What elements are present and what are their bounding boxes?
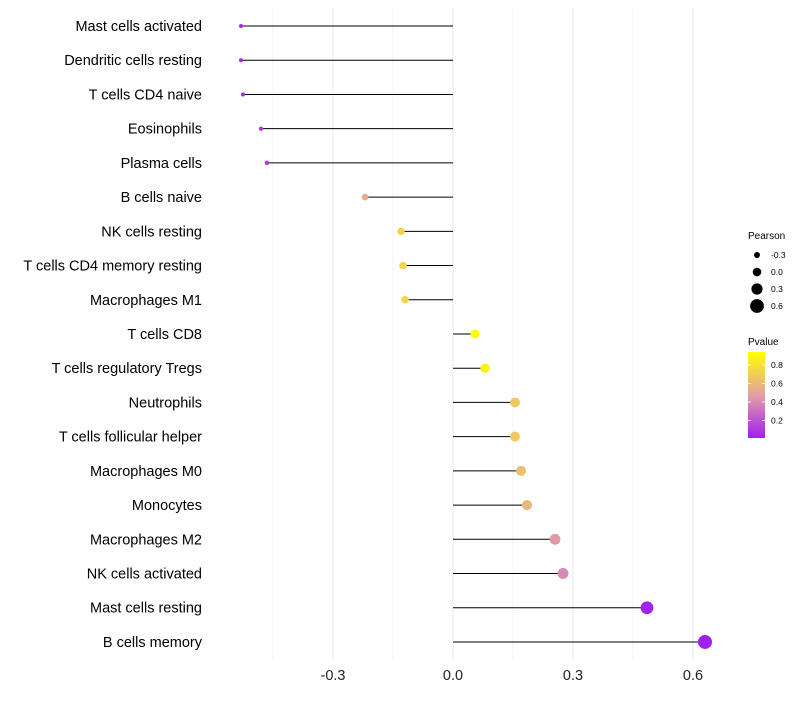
point-layer: [239, 24, 712, 649]
y-tick-label: NK cells resting: [101, 224, 202, 240]
lollipop-point: [470, 329, 480, 339]
legend-size-key: [754, 252, 760, 258]
lollipop-point: [258, 126, 264, 131]
y-tick-label: Macrophages M0: [90, 464, 202, 480]
x-axis-ticks: -0.3 0.0 0.3 0.6: [321, 668, 704, 684]
y-tick-label: Neutrophils: [129, 395, 202, 411]
legend-pvalue: Pvalue 0.8 0.6 0.4 0.2: [748, 337, 783, 438]
y-tick-label: Plasma cells: [121, 156, 202, 172]
y-tick-label: B cells memory: [103, 635, 203, 651]
lollipop-point: [521, 499, 533, 511]
y-tick-label: Macrophages M1: [90, 293, 202, 309]
y-axis-labels: Mast cells activated Dendritic cells rest…: [23, 19, 202, 651]
lollipop-point: [480, 363, 490, 373]
y-tick-label: T cells CD4 memory resting: [23, 259, 202, 275]
colorbar-label: 0.4: [771, 397, 783, 407]
lollipop-point: [239, 58, 243, 63]
x-tick-label: -0.3: [321, 668, 346, 684]
y-tick-label: NK cells activated: [87, 567, 202, 583]
lollipop-point: [510, 397, 520, 408]
y-tick-label: Monocytes: [132, 498, 202, 514]
colorbar-label: 0.2: [771, 415, 783, 425]
y-tick-label: Eosinophils: [128, 122, 202, 138]
y-tick-label: T cells follicular helper: [59, 430, 202, 446]
lollipop-point: [557, 568, 569, 579]
legend-title: Pvalue: [748, 337, 779, 348]
lollipop-point: [264, 160, 270, 166]
lollipop-point: [399, 261, 407, 270]
legend-size-label: 0.3: [771, 284, 783, 294]
colorbar-label: 0.6: [771, 378, 783, 388]
lollipop-point: [361, 193, 369, 201]
y-tick-label: B cells naive: [121, 190, 202, 206]
y-tick-label: Dendritic cells resting: [64, 53, 202, 69]
legend-size-label: -0.3: [771, 250, 786, 260]
legend-title: Pearson: [748, 231, 785, 242]
lollipop-point: [698, 634, 712, 649]
legend-size-key: [751, 283, 763, 295]
y-tick-label: T cells regulatory Tregs: [52, 361, 202, 377]
y-tick-label: Macrophages M2: [90, 532, 202, 548]
legend-size-key: [752, 267, 762, 277]
lollipop-point: [549, 533, 561, 545]
lollipop-point: [515, 465, 527, 476]
lollipop-point: [397, 227, 405, 236]
x-tick-label: 0.0: [443, 668, 463, 684]
colorbar-label: 0.8: [771, 360, 783, 370]
lollipop-point: [239, 24, 243, 28]
legend-size-label: 0.0: [771, 267, 783, 277]
grid-layer: [272, 8, 694, 660]
legend-size-label: 0.6: [771, 301, 783, 311]
colorbar: [748, 352, 765, 438]
y-tick-label: T cells CD4 naive: [89, 87, 202, 103]
segment-layer: [241, 25, 705, 643]
legend-pearson: Pearson -0.3 0.0 0.3 0.6: [748, 231, 786, 313]
legend-size-key: [750, 299, 764, 313]
x-tick-label: 0.3: [563, 668, 583, 684]
y-tick-label: Mast cells resting: [90, 601, 202, 617]
lollipop-point: [510, 431, 520, 442]
y-tick-label: T cells CD8: [127, 327, 202, 343]
lollipop-point: [640, 601, 654, 615]
x-tick-label: 0.6: [683, 668, 703, 684]
lollipop-point: [401, 295, 409, 304]
lollipop-point: [240, 92, 246, 97]
y-tick-label: Mast cells activated: [75, 19, 202, 35]
